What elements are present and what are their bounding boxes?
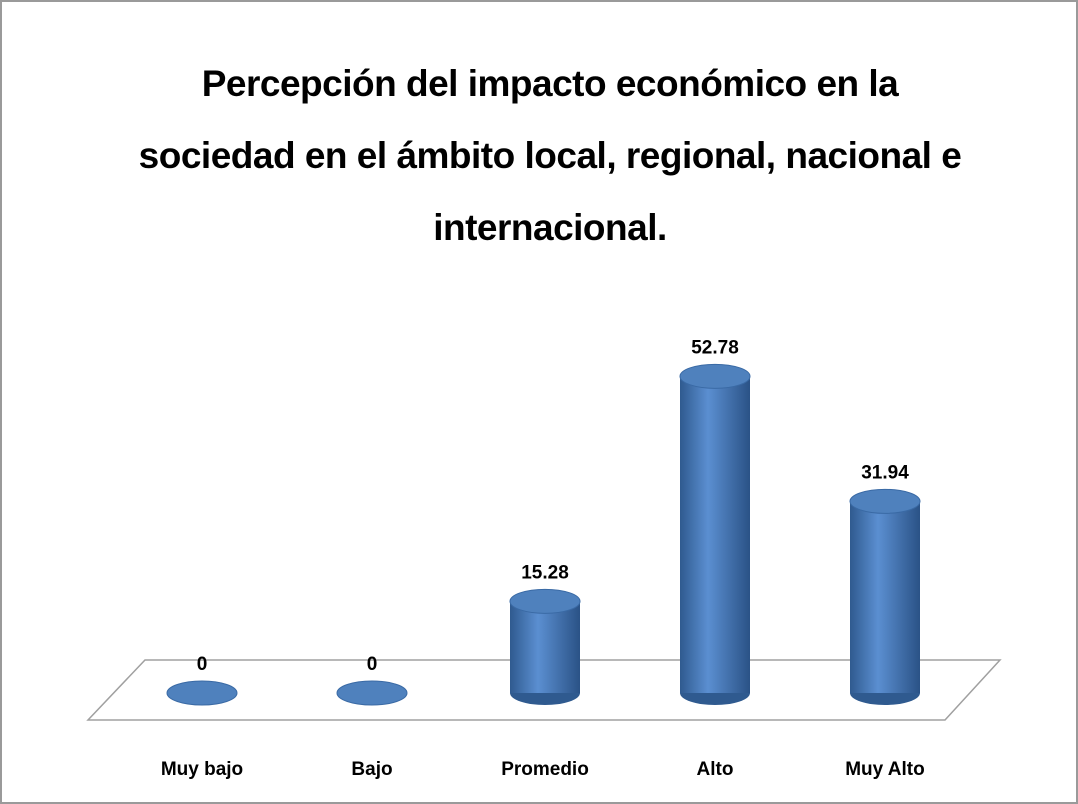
floor xyxy=(86,659,1002,721)
cylinder-body xyxy=(510,601,580,693)
cylinder-top xyxy=(849,488,921,514)
data-label: 15.28 xyxy=(521,562,569,583)
data-label: 52.78 xyxy=(691,337,739,358)
x-tick-label: Muy bajo xyxy=(161,759,243,780)
cylinder-top xyxy=(679,363,751,389)
data-label: 31.94 xyxy=(861,462,909,483)
cylinder-top xyxy=(166,680,238,706)
cylinder-top xyxy=(509,588,581,614)
data-label: 0 xyxy=(367,654,378,675)
x-tick-label: Bajo xyxy=(351,759,392,780)
cylinder-top xyxy=(336,680,408,706)
cylinder-body xyxy=(680,376,750,693)
x-tick-label: Promedio xyxy=(501,759,589,780)
x-tick-label: Alto xyxy=(697,759,734,780)
chart-title: Percepción del impacto económico en la s… xyxy=(138,63,962,248)
cylinder-body xyxy=(850,501,920,693)
data-label: 0 xyxy=(197,654,208,675)
x-tick-label: Muy Alto xyxy=(845,759,925,780)
